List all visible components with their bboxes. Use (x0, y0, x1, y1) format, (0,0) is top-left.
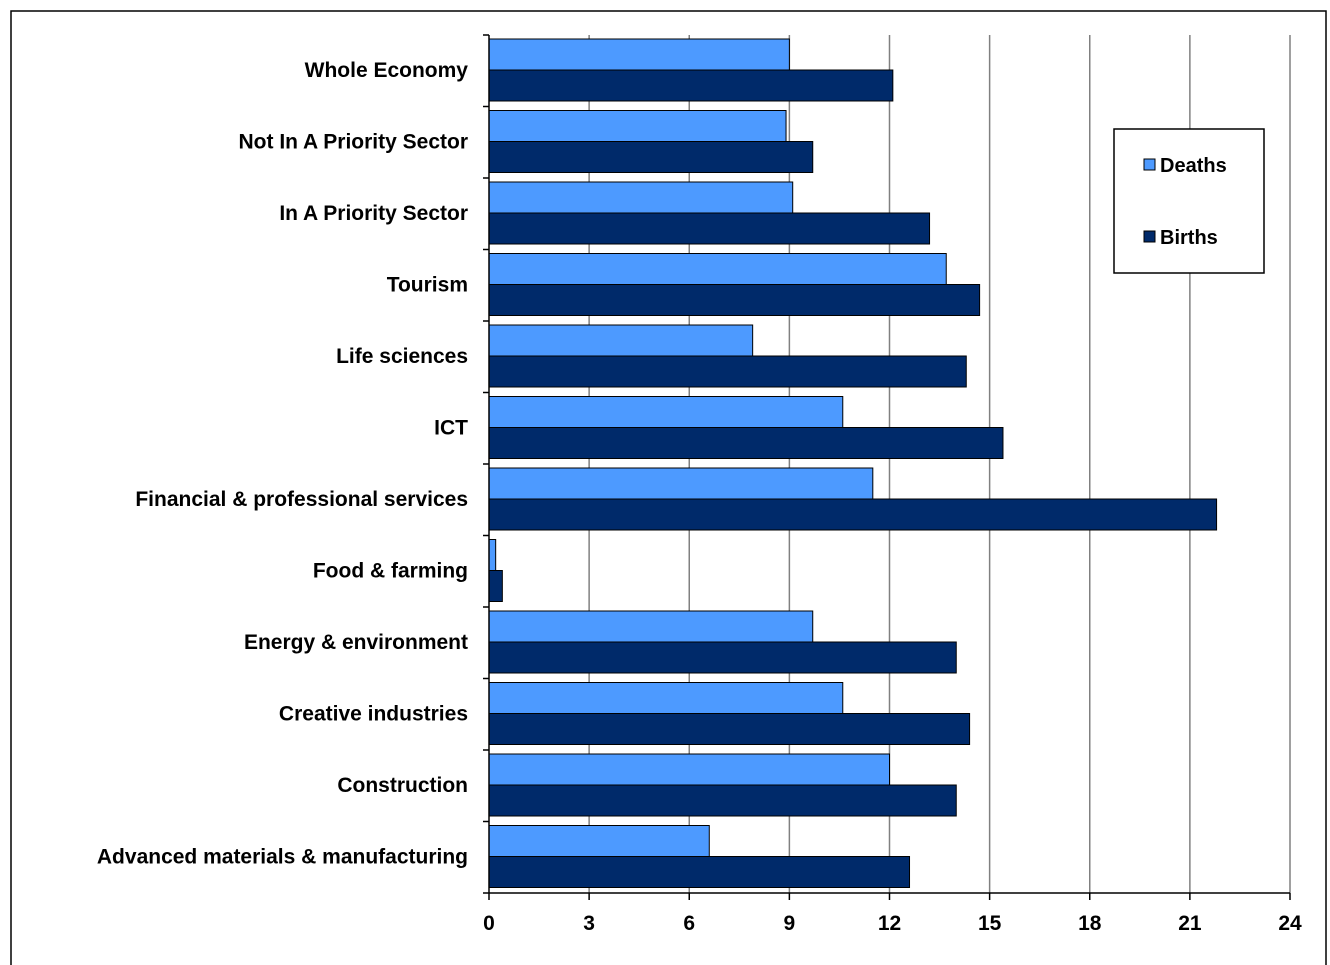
bar-births-9 (488, 713, 971, 745)
bar-births-8 (488, 641, 957, 674)
category-labels: Whole Economy Not In A Priority Sector In … (97, 59, 468, 869)
axes (483, 34, 1291, 900)
x-tick-label: 24 (1278, 912, 1302, 935)
x-tick-label: 18 (1078, 912, 1102, 935)
bar-deaths-7 (488, 539, 497, 571)
category-label: In A Priority Sector (279, 202, 468, 225)
category-label: Food & farming (313, 560, 468, 583)
bar-deaths-4 (488, 324, 754, 357)
bars (488, 38, 1218, 888)
category-label: Advanced materials & manufacturing (97, 846, 468, 869)
category-label: Financial & professional services (135, 488, 468, 511)
bar-births-7 (488, 570, 503, 602)
x-tick-label: 21 (1178, 912, 1202, 935)
legend-swatch-deaths (1143, 158, 1156, 171)
bar-deaths-5 (488, 396, 844, 428)
bar-deaths-0 (488, 38, 790, 71)
x-tick-label: 9 (784, 912, 796, 935)
bar-deaths-1 (488, 110, 787, 142)
bar-births-5 (488, 427, 1004, 459)
x-tick-labels: 0 3 6 9 12 15 18 21 24 (483, 912, 1302, 935)
x-tick-label: 0 (483, 912, 495, 935)
category-label: Life sciences (336, 345, 468, 368)
category-label: Creative industries (279, 703, 468, 726)
bar-deaths-10 (488, 753, 890, 786)
bar-deaths-3 (488, 253, 947, 285)
category-label: Not In A Priority Sector (239, 131, 468, 154)
category-label: Whole Economy (305, 59, 469, 82)
category-label: Energy & environment (244, 631, 468, 654)
bar-births-11 (488, 856, 911, 888)
legend-box (1113, 128, 1265, 274)
x-tick-label: 15 (978, 912, 1002, 935)
legend: Deaths Births (1113, 128, 1265, 274)
legend-swatch-births (1143, 230, 1156, 243)
bar-births-6 (488, 498, 1218, 531)
bar-births-4 (488, 355, 967, 388)
legend-label-deaths: Deaths (1160, 155, 1227, 177)
bar-deaths-11 (488, 825, 710, 857)
bar-deaths-2 (488, 181, 794, 214)
category-label: Tourism (387, 274, 468, 297)
x-tick-label: 3 (583, 912, 595, 935)
bar-births-0 (488, 69, 894, 102)
bar-births-3 (488, 284, 981, 316)
category-label: Construction (337, 774, 468, 797)
x-tick-label: 12 (878, 912, 901, 935)
bar-births-2 (488, 212, 931, 245)
category-label: ICT (434, 417, 468, 440)
bar-births-1 (488, 141, 814, 173)
bar-deaths-8 (488, 610, 814, 643)
bar-deaths-6 (488, 467, 874, 500)
bar-births-10 (488, 784, 957, 817)
x-tick-label: 6 (683, 912, 695, 935)
legend-label-births: Births (1160, 227, 1218, 249)
bar-deaths-9 (488, 682, 844, 714)
